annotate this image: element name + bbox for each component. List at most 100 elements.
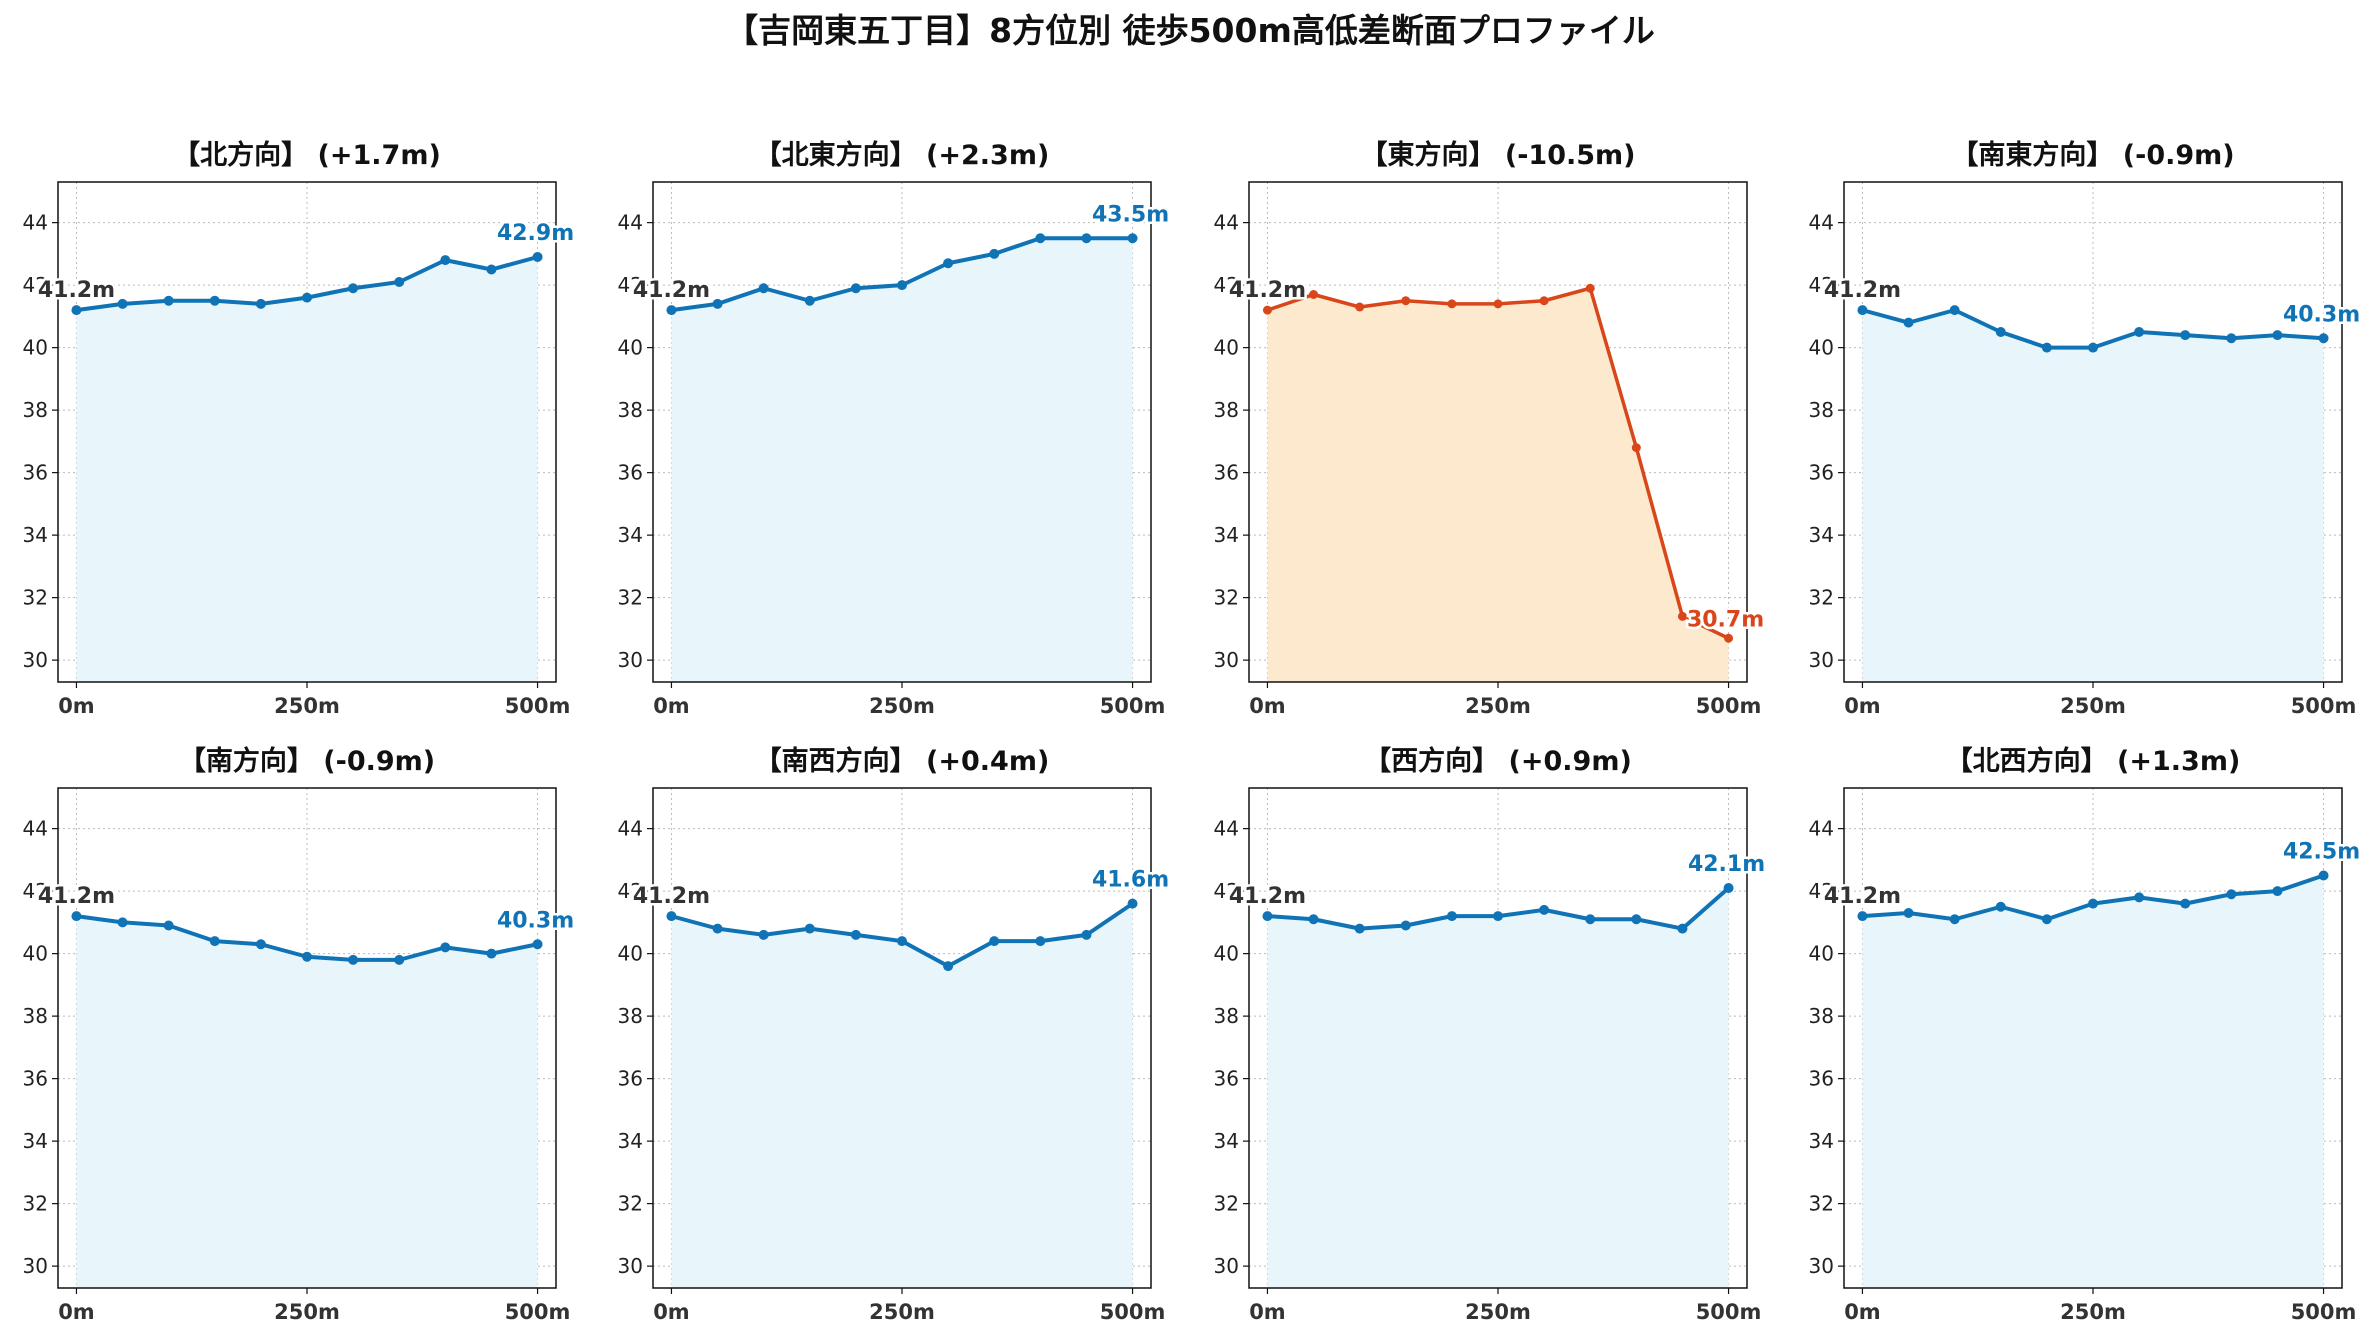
elevation-point <box>1949 914 1960 925</box>
y-tick-label: 40 <box>23 942 48 966</box>
figure-title: 【吉岡東五丁目】8方位別 徒歩500m高低差断面プロファイル <box>725 11 1655 50</box>
panel-8: 【北西方向】 (+1.3m) 30 32 34 36 38 40 42 44 0m 250m 500m… <box>1809 745 2363 1324</box>
elevation-point <box>1262 911 1273 922</box>
elevation-point <box>394 277 405 287</box>
elevation-point <box>666 305 677 316</box>
x-tick-label: 250m <box>869 694 935 718</box>
elevation-point <box>1401 296 1411 306</box>
elevation-point <box>2226 889 2237 900</box>
y-tick-label: 44 <box>23 211 48 235</box>
y-tick-label: 30 <box>618 648 643 672</box>
y-tick-label: 34 <box>23 523 48 547</box>
elevation-point <box>71 305 82 316</box>
elevation-point <box>2134 892 2145 903</box>
y-tick-label: 44 <box>618 817 643 841</box>
y-tick-label: 40 <box>1214 942 1239 966</box>
elevation-point <box>1677 923 1688 934</box>
x-tick-label: 250m <box>2060 1300 2126 1324</box>
elevation-point <box>1262 305 1272 315</box>
end-elevation-label: 30.7m <box>1687 607 1764 632</box>
x-tick-label: 500m <box>1696 1300 1762 1324</box>
elevation-point <box>1723 883 1734 893</box>
elevation-point <box>1631 914 1642 925</box>
panel-title: 【西方向】 (+0.9m) <box>1364 745 1632 777</box>
y-tick-label: 34 <box>23 1129 48 1153</box>
y-tick-label: 30 <box>1214 648 1239 672</box>
y-tick-label: 40 <box>1809 336 1834 360</box>
panel-title: 【北西方向】 (+1.3m) <box>1946 745 2241 777</box>
elevation-point <box>2180 330 2191 341</box>
elevation-point <box>1309 290 1319 299</box>
elevation-point <box>1724 633 1734 643</box>
y-tick-label: 40 <box>618 942 643 966</box>
y-tick-label: 30 <box>23 648 48 672</box>
panel-6: 【南西方向】 (+0.4m) 30 32 34 36 38 40 42 44 0m 250m 500m… <box>618 745 1172 1324</box>
elevation-fill <box>671 903 1133 1288</box>
elevation-point <box>302 292 312 303</box>
elevation-point <box>2180 898 2191 909</box>
elevation-point <box>1585 914 1596 925</box>
elevation-point <box>2134 327 2145 337</box>
elevation-point <box>1081 929 1092 940</box>
y-tick-label: 44 <box>23 817 48 841</box>
elevation-point <box>943 258 954 269</box>
elevation-fill <box>1267 888 1729 1288</box>
y-tick-label: 38 <box>23 1004 48 1028</box>
y-tick-label: 36 <box>1809 461 1834 485</box>
start-elevation-label: 41.2m <box>1824 884 1901 909</box>
elevation-point <box>2272 886 2283 897</box>
elevation-point <box>1493 911 1503 922</box>
x-tick-label: 250m <box>869 1300 935 1324</box>
y-tick-label: 38 <box>23 398 48 422</box>
panel-7: 【西方向】 (+0.9m) 30 32 34 36 38 40 42 44 0m 250m 500m 4… <box>1214 745 1768 1324</box>
start-elevation-label: 41.2m <box>1229 278 1306 303</box>
x-tick-label: 0m <box>653 1300 690 1324</box>
elevation-point <box>1677 611 1687 621</box>
y-tick-label: 36 <box>1214 461 1239 485</box>
elevation-point <box>758 283 769 294</box>
y-tick-label: 30 <box>618 1254 643 1278</box>
elevation-point <box>804 923 815 934</box>
elevation-point <box>2318 333 2329 344</box>
y-tick-label: 44 <box>1809 817 1834 841</box>
elevation-point <box>1949 305 1960 316</box>
elevation-fill <box>671 238 1133 682</box>
elevation-point <box>1035 233 1046 244</box>
start-elevation-label: 41.2m <box>38 884 115 909</box>
end-elevation-label: 40.3m <box>497 908 574 933</box>
y-tick-label: 42 <box>618 273 643 297</box>
x-tick-label: 500m <box>1100 1300 1166 1324</box>
start-elevation-label: 41.2m <box>1229 884 1306 909</box>
elevation-point <box>1631 443 1641 453</box>
elevation-point <box>1995 901 2006 912</box>
y-tick-label: 30 <box>1214 1254 1239 1278</box>
elevation-point <box>2041 914 2052 925</box>
end-elevation-label: 43.5m <box>1092 202 1169 227</box>
elevation-point <box>1400 920 1411 931</box>
elevation-point <box>758 929 769 940</box>
x-tick-label: 0m <box>58 694 95 718</box>
end-elevation-label: 42.5m <box>2283 840 2360 865</box>
x-tick-label: 250m <box>1465 694 1531 718</box>
x-tick-label: 0m <box>1844 694 1881 718</box>
y-tick-label: 36 <box>1214 1067 1239 1091</box>
elevation-point <box>943 961 954 972</box>
elevation-point <box>666 911 677 922</box>
panel-title: 【南東方向】 (-0.9m) <box>1951 139 2234 171</box>
y-tick-label: 40 <box>618 336 643 360</box>
x-tick-label: 500m <box>2291 694 2357 718</box>
elevation-point <box>348 954 359 965</box>
elevation-point <box>712 923 723 934</box>
x-tick-label: 500m <box>505 1300 571 1324</box>
elevation-point <box>1355 302 1365 312</box>
y-tick-label: 44 <box>1214 817 1239 841</box>
elevation-point <box>1308 914 1319 925</box>
elevation-point <box>2088 342 2098 353</box>
elevation-point <box>209 936 220 947</box>
elevation-point <box>850 283 861 294</box>
elevation-point <box>1354 923 1365 934</box>
panel-title: 【南西方向】 (+0.4m) <box>755 745 1050 777</box>
elevation-point <box>1081 233 1092 244</box>
y-tick-label: 44 <box>1809 211 1834 235</box>
